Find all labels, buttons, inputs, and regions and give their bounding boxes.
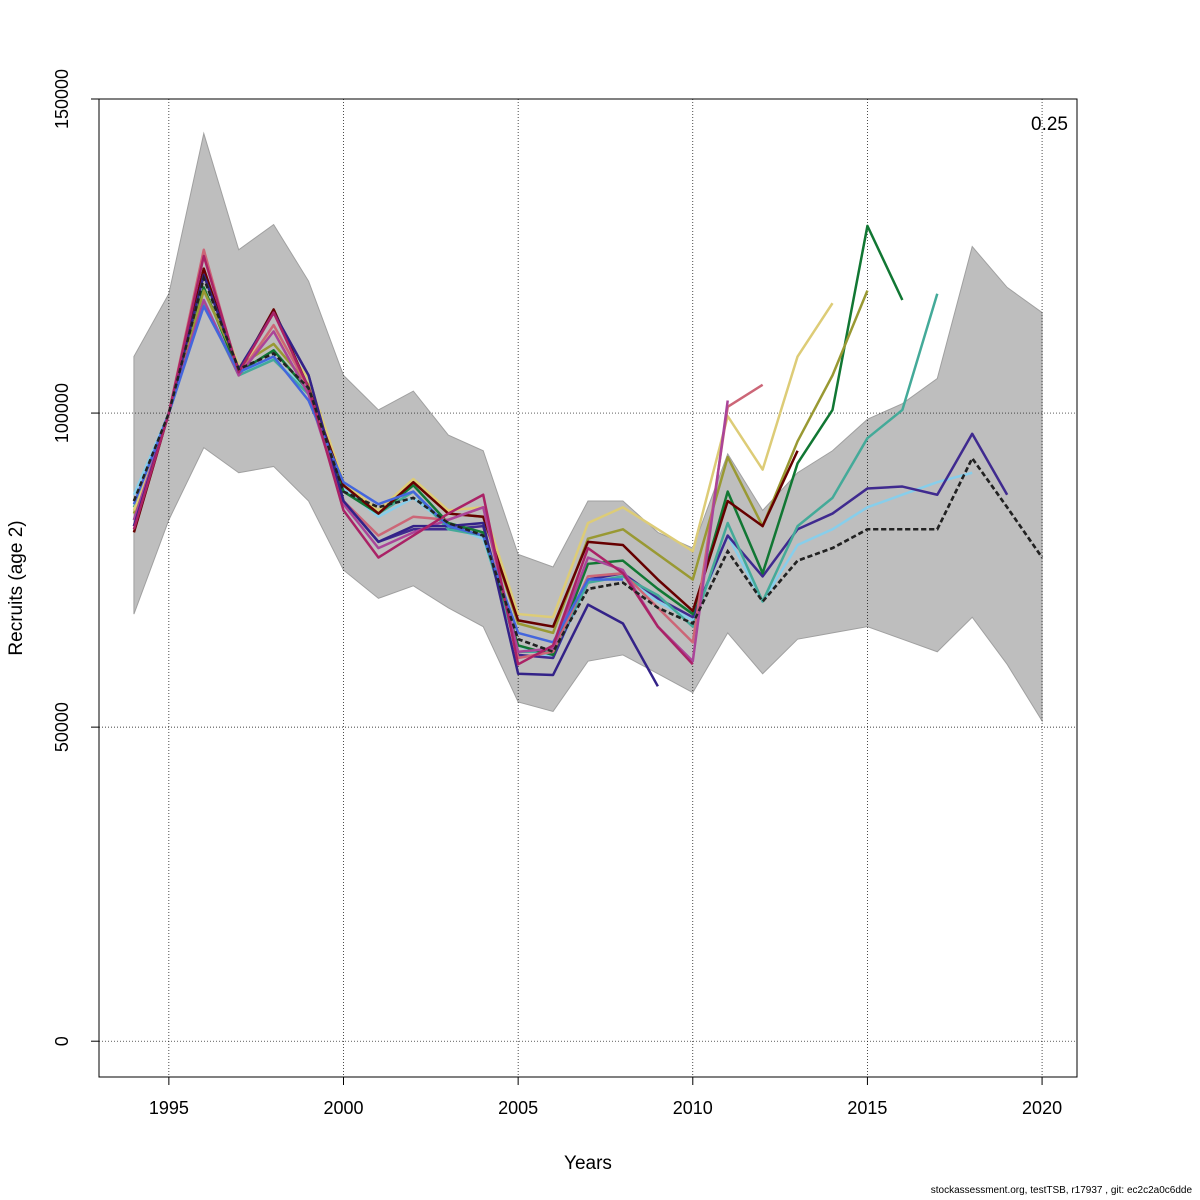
corner-annotation: 0.25 xyxy=(1031,114,1068,135)
x-tick-label: 2010 xyxy=(673,1098,713,1118)
series-line-4 xyxy=(132,293,939,654)
x-axis: 1995 2000 2005 2010 2015 2020 xyxy=(149,1077,1062,1118)
x-tick-label: 2005 xyxy=(498,1098,538,1118)
footer-credit: stockassessment.org, testTSB, r17937 , g… xyxy=(930,1185,1192,1196)
x-tick-label: 2000 xyxy=(323,1098,363,1118)
y-axis-title: Recruits (age 2) xyxy=(6,520,27,655)
series-line-5 xyxy=(132,224,904,657)
y-tick-label: 50000 xyxy=(52,702,72,752)
y-tick-label: 100000 xyxy=(52,383,72,443)
series-lines xyxy=(132,224,1044,687)
series-line-13 xyxy=(132,254,694,666)
y-tick-label: 150000 xyxy=(52,69,72,129)
plot-frame xyxy=(98,98,1078,1078)
confidence-band-area xyxy=(133,131,1043,723)
series-line-12 xyxy=(132,305,623,644)
y-axis: 0 50000 100000 150000 xyxy=(52,69,99,1046)
x-tick-label: 2015 xyxy=(847,1098,887,1118)
y-tick-label: 0 xyxy=(52,1036,72,1046)
confidence-band xyxy=(133,131,1043,723)
x-tick-label: 1995 xyxy=(149,1098,189,1118)
x-tick-label: 2020 xyxy=(1022,1098,1062,1118)
series-line-reference xyxy=(132,273,1044,654)
x-axis-title: Years xyxy=(564,1153,612,1174)
